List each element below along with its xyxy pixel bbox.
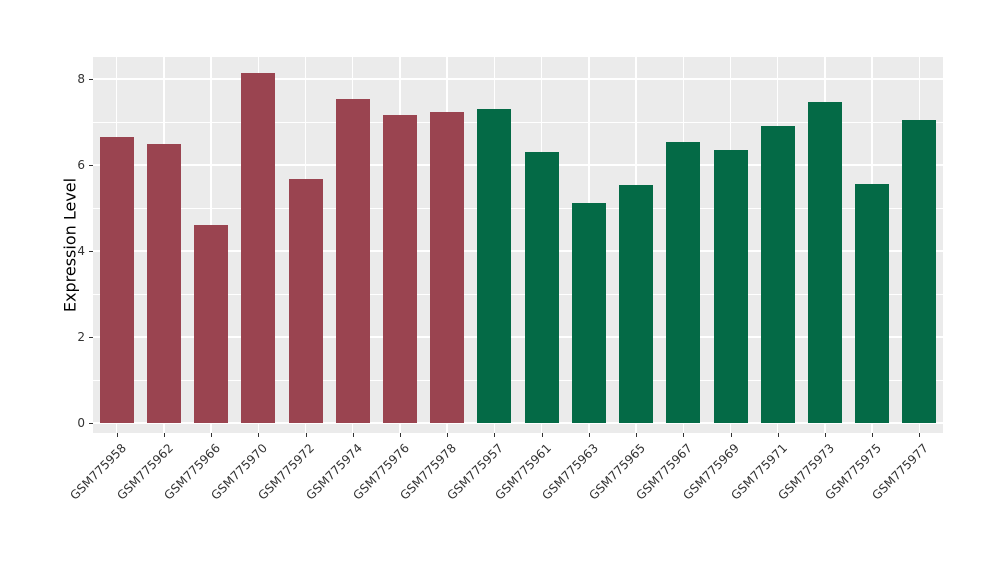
x-tick-mark-GSM775977 [919,433,921,437]
bar-GSM775977 [902,119,937,423]
bar-GSM775958 [99,136,134,423]
bar-GSM775965 [619,184,654,423]
gridline-major-y4 [93,250,943,252]
x-tick-mark-GSM775972 [305,433,307,437]
bar-GSM775967 [666,141,701,423]
y-tick-mark-0 [89,423,93,424]
bar-GSM775974 [335,98,370,423]
bar-GSM775971 [760,125,795,423]
gridline-major-y6 [93,164,943,166]
bar-GSM775976 [382,114,417,423]
x-tick-mark-GSM775958 [116,433,118,437]
bar-GSM775963 [571,203,606,423]
y-tick-mark-8 [89,79,93,80]
bar-GSM775970 [241,73,276,423]
y-tick-mark-2 [89,337,93,338]
x-tick-mark-GSM775965 [636,433,638,437]
y-tick-label-8: 8 [77,72,85,86]
x-tick-mark-GSM775970 [258,433,260,437]
bar-GSM775978 [430,112,465,423]
bar-GSM775973 [807,101,842,423]
gridline-major-y8 [93,78,943,80]
gridline-minor-y5 [93,207,943,209]
y-tick-mark-4 [89,251,93,252]
bar-GSM775957 [477,108,512,423]
x-tick-mark-GSM775974 [352,433,354,437]
y-tick-label-0: 0 [77,416,85,430]
bar-GSM775975 [855,184,890,423]
x-tick-mark-GSM775976 [399,433,401,437]
y-tick-label-2: 2 [77,330,85,344]
gridline-major-y0 [93,422,943,424]
x-tick-mark-GSM775961 [541,433,543,437]
x-tick-mark-GSM775969 [730,433,732,437]
y-axis-title: Expression Level [60,177,80,313]
bar-GSM775962 [146,143,181,423]
x-tick-mark-GSM775967 [683,433,685,437]
x-tick-mark-GSM775963 [588,433,590,437]
bar-GSM775972 [288,179,323,423]
y-tick-label-6: 6 [77,158,85,172]
x-tick-mark-GSM775978 [447,433,449,437]
gridline-major-y2 [93,336,943,338]
x-tick-mark-GSM775975 [872,433,874,437]
x-tick-mark-GSM775971 [777,433,779,437]
y-tick-label-4: 4 [77,244,85,258]
x-tick-mark-GSM775957 [494,433,496,437]
bar-GSM775969 [713,149,748,423]
gridline-minor-y7 [93,121,943,123]
x-tick-mark-GSM775973 [824,433,826,437]
gridline-minor-y3 [93,293,943,295]
bar-GSM775966 [194,225,229,423]
bar-GSM775961 [524,152,559,423]
x-tick-mark-GSM775962 [163,433,165,437]
x-tick-mark-GSM775966 [211,433,213,437]
plot-panel [93,57,943,433]
gridline-minor-y1 [93,379,943,381]
y-tick-mark-6 [89,165,93,166]
